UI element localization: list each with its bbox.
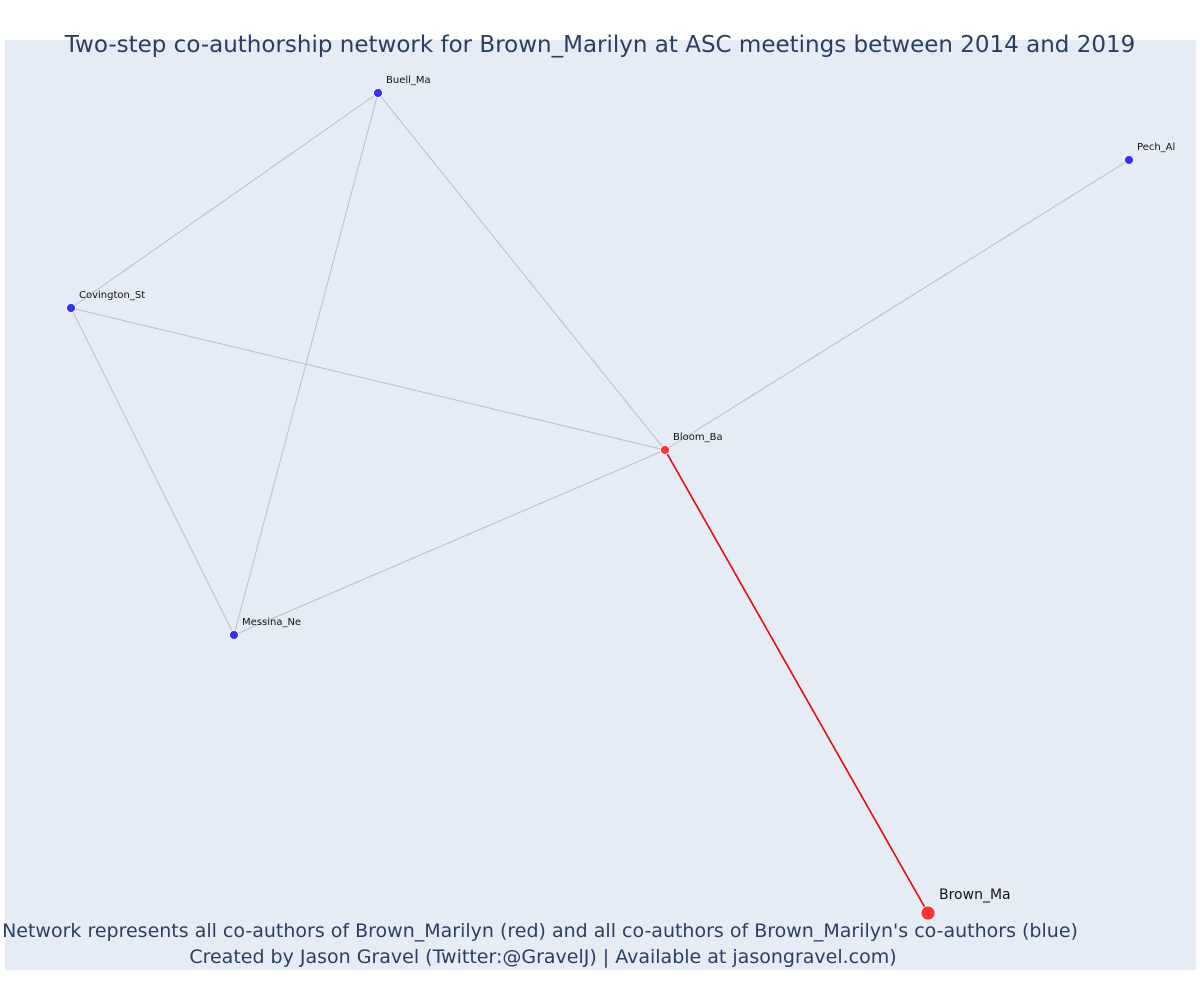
caption-line-1: Network represents all co-authors of Bro… (2, 920, 1078, 942)
edge-bloom-ba-messina-ne (233, 449, 666, 636)
node-label-messina-ne: Messina_Ne (242, 617, 301, 628)
edge-buell-ma-covington-st (70, 92, 379, 309)
node-label-covington-st: Covington_St (79, 290, 145, 301)
edge-buell-ma-messina-ne (233, 92, 379, 636)
node-buell-ma[interactable] (373, 88, 383, 98)
edges-layer (70, 92, 1130, 914)
node-label-bloom-ba: Bloom_Ba (673, 432, 723, 443)
node-messina-ne[interactable] (229, 630, 239, 640)
labels-layer: Brown_Ma Bloom_Ba Buell_Ma Covington_St Mess… (79, 75, 1175, 903)
node-bloom-ba[interactable] (660, 445, 670, 455)
chart-title: Two-step co-authorship network for Brown… (64, 32, 1135, 58)
node-label-pech-al: Pech_Al (1137, 142, 1175, 153)
node-pech-al[interactable] (1124, 155, 1134, 165)
node-brown-ma[interactable] (920, 905, 936, 921)
plot-background (5, 40, 1196, 970)
edge-bloom-ba-buell-ma (377, 92, 666, 451)
edge-bloom-ba-covington-st (70, 307, 666, 451)
edge-brown-ma-bloom-ba (664, 449, 929, 914)
nodes-layer (66, 88, 1134, 921)
node-label-brown-ma: Brown_Ma (939, 887, 1011, 903)
node-label-buell-ma: Buell_Ma (386, 75, 431, 86)
edge-covington-st-messina-ne (70, 307, 235, 636)
caption-line-2: Created by Jason Gravel (Twitter:@Gravel… (189, 946, 896, 968)
node-covington-st[interactable] (66, 303, 76, 313)
edge-bloom-ba-pech-al (664, 159, 1130, 451)
